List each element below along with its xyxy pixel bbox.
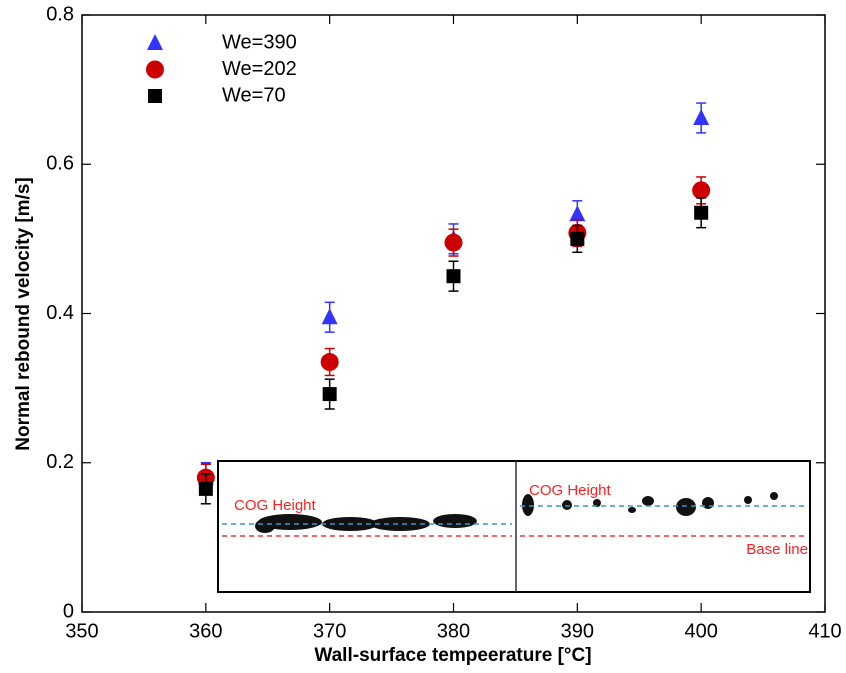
y-tick-label: 0.6 [46,153,74,175]
legend-marker [146,60,164,79]
point [198,481,213,496]
point [321,308,338,325]
point [693,108,710,125]
inset-label: COG Height [234,497,317,514]
point [444,233,463,252]
x-tick-label: 370 [313,620,346,642]
legend-label: We=390 [222,31,297,53]
inset: COG Height COG Height Base line [217,460,811,593]
point [446,269,461,284]
point [322,387,337,402]
point [692,181,711,200]
point [320,353,339,372]
point [570,231,585,246]
y-tick-label: 0.4 [46,302,74,324]
x-tick-label: 350 [65,620,98,642]
x-tick-label: 400 [684,620,717,642]
point [569,205,586,222]
y-axis-title: Normal rebound velocity [m/s] [13,177,34,450]
x-tick-label: 360 [189,620,222,642]
x-axis-title: Wall-surface tempeerature [°C] [314,645,591,666]
point [694,205,709,220]
inset-label: COG Height [529,482,612,499]
legend-label: We=202 [222,58,297,80]
y-tick-label: 0.8 [46,3,74,25]
x-tick-label: 410 [808,620,841,642]
legend-label: We=70 [222,84,286,106]
y-tick-label: 0.2 [46,451,74,473]
inset-label: Base line [746,541,808,558]
x-tick-label: 390 [561,620,594,642]
y-tick-label: 0 [63,600,74,622]
inset-frame [217,460,811,593]
legend-marker [147,34,163,50]
legend-marker [148,89,162,103]
x-tick-label: 380 [437,620,470,642]
